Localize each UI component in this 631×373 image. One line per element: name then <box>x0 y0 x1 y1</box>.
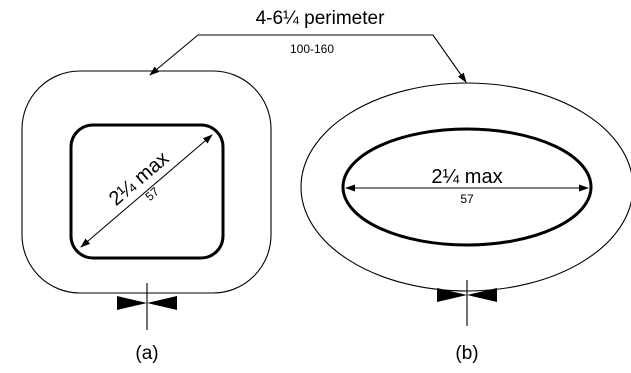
handrail-section-b <box>341 127 593 247</box>
right-tick-arrow-b <box>467 288 497 302</box>
perimeter-label: 4-6¼ perimeter <box>256 8 386 29</box>
dimension-line-a <box>80 134 213 248</box>
caption-b: (b) <box>455 343 478 364</box>
left-tick-arrow-a <box>117 296 147 310</box>
right-tick-arrow-a <box>147 296 177 310</box>
dimension-label-b: 2¼ max <box>431 166 502 188</box>
handrail-section-a <box>69 123 225 260</box>
left-tick-arrow-b <box>437 288 467 302</box>
perimeter-metric-label: 100-160 <box>290 42 334 56</box>
diagram-a: 2¼ max 57 (a) <box>21 70 272 364</box>
diagram-b: 2¼ max 57 (b) <box>300 82 631 364</box>
dimension-metric-b: 57 <box>460 192 474 206</box>
perimeter-leader-line <box>149 34 467 83</box>
dimension-label-a: 2¼ max <box>105 147 173 210</box>
caption-a: (a) <box>135 343 158 364</box>
